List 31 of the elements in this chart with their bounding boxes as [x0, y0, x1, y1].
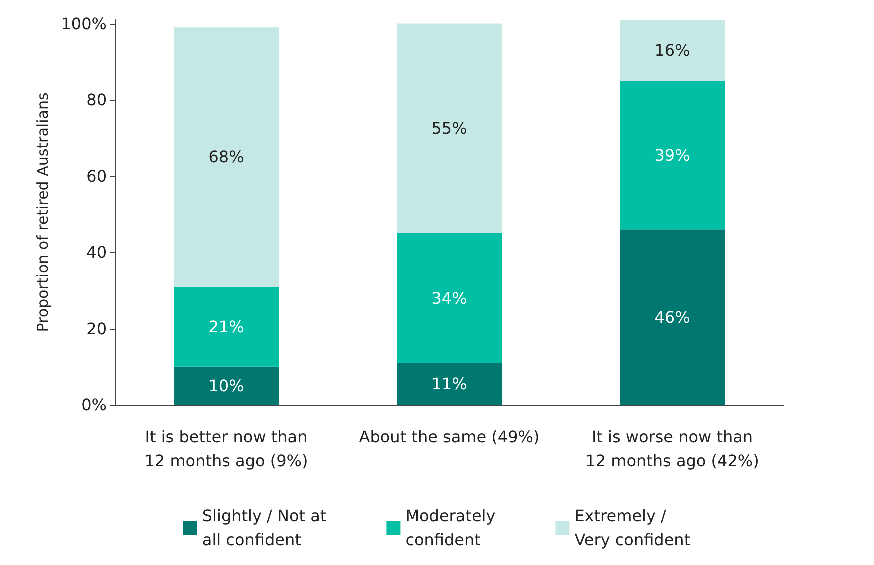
bar — [174, 28, 279, 287]
bar — [620, 230, 725, 405]
bar — [620, 80, 725, 230]
legend-label: Extremely / Very confident — [574, 506, 691, 550]
legend-label: Slightly / Not at all confident — [202, 506, 327, 550]
y-tick-label: 40 — [86, 243, 107, 262]
y-tick-label: 60 — [86, 166, 107, 186]
data-label: 34% — [432, 288, 468, 308]
y-tick-label: 0% — [82, 396, 107, 414]
bar — [397, 363, 502, 405]
y-axis-title: Proportion of retired Australians — [34, 92, 52, 332]
x-tick-label: It is worse now than 12 months ago (42%) — [586, 428, 760, 470]
data-label: 68% — [208, 148, 244, 167]
y-tick-label: 20 — [86, 319, 107, 338]
data-label: 55% — [432, 119, 468, 138]
x-tick-label: About the same (49%) — [359, 428, 540, 446]
data-label: 11% — [432, 374, 468, 394]
bar — [620, 20, 725, 81]
legend-label: Moderately confident — [406, 506, 496, 550]
bar — [397, 24, 502, 234]
data-label: 21% — [208, 317, 244, 336]
y-tick-label: 100% — [61, 14, 107, 34]
bar — [397, 233, 502, 364]
bar — [174, 286, 279, 367]
data-label: 10% — [208, 376, 244, 396]
bar — [174, 366, 279, 405]
data-label: 16% — [654, 40, 690, 60]
data-label: 39% — [654, 146, 690, 165]
data-label: 46% — [654, 308, 690, 327]
x-tick-label: It is better now than 12 months ago (9%) — [144, 428, 308, 470]
y-tick-label: 80 — [86, 90, 107, 110]
